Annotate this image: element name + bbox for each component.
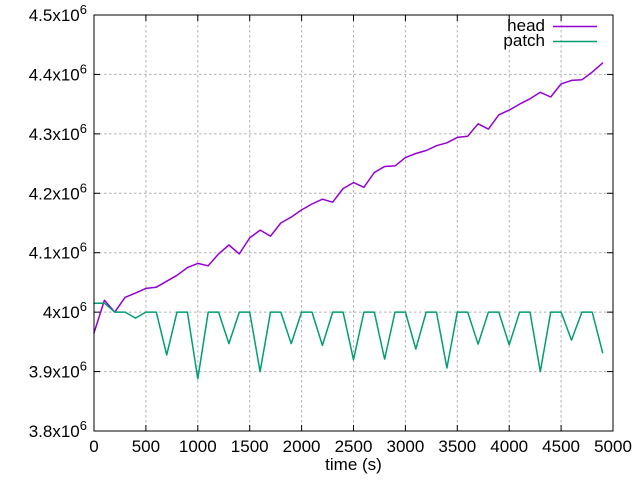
y-tick-label: 4.3x106 xyxy=(29,121,87,144)
y-tick-mantissa: 4.5x10 xyxy=(29,6,80,25)
x-tick-label: 4000 xyxy=(490,437,528,456)
y-tick-mantissa: 4.3x10 xyxy=(29,125,80,144)
y-tick-label: 4.1x106 xyxy=(29,240,87,263)
x-tick-label: 0 xyxy=(89,437,98,456)
x-tick-label: 2500 xyxy=(335,437,373,456)
y-tick-exponent: 6 xyxy=(80,299,87,314)
y-tick-exponent: 6 xyxy=(80,2,87,17)
y-tick-label: 4.5x106 xyxy=(29,2,87,25)
y-tick-label: 3.9x106 xyxy=(29,359,87,382)
x-tick-label: 4500 xyxy=(542,437,580,456)
y-tick-mantissa: 4.4x10 xyxy=(29,65,80,84)
y-tick-label: 4x106 xyxy=(43,299,87,322)
y-tick-label: 4.4x106 xyxy=(29,61,87,84)
x-tick-label: 1000 xyxy=(179,437,217,456)
y-tick-label: 4.2x106 xyxy=(29,180,87,203)
y-tick-mantissa: 4.1x10 xyxy=(29,244,80,263)
legend-label-patch: patch xyxy=(503,31,545,50)
x-tick-label: 1500 xyxy=(231,437,269,456)
y-tick-exponent: 6 xyxy=(80,418,87,433)
y-tick-exponent: 6 xyxy=(80,121,87,136)
series-head-line xyxy=(93,62,604,334)
x-tick-label: 3000 xyxy=(386,437,424,456)
y-tick-mantissa: 3.9x10 xyxy=(29,363,80,382)
x-tick-label: 3500 xyxy=(438,437,476,456)
y-tick-exponent: 6 xyxy=(80,240,87,255)
y-tick-mantissa: 4x10 xyxy=(43,303,80,322)
legend-label-head: head xyxy=(507,16,545,35)
y-tick-exponent: 6 xyxy=(80,180,87,195)
x-tick-label: 500 xyxy=(132,437,160,456)
x-tick-label: 5000 xyxy=(594,437,632,456)
y-tick-exponent: 6 xyxy=(80,61,87,76)
y-tick-label: 3.8x106 xyxy=(29,418,87,441)
series-patch-line xyxy=(93,302,604,380)
x-tick-label: 2000 xyxy=(283,437,321,456)
x-axis-title: time (s) xyxy=(325,455,382,474)
y-tick-exponent: 6 xyxy=(80,359,87,374)
y-tick-mantissa: 3.8x10 xyxy=(29,422,80,441)
y-tick-mantissa: 4.2x10 xyxy=(29,184,80,203)
